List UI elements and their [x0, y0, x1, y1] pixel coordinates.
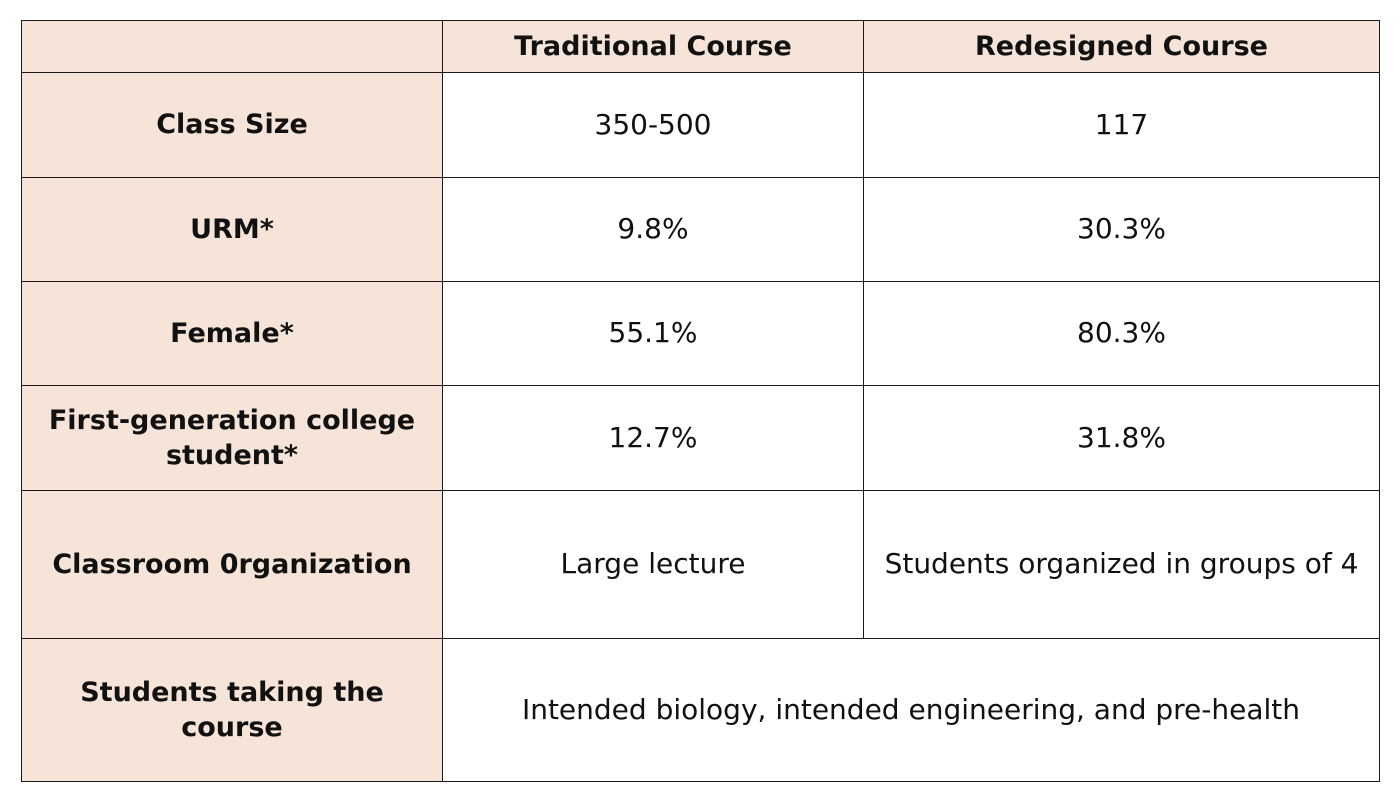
course-comparison-table: Traditional Course Redesigned Course Cla…	[21, 20, 1380, 782]
merged-value: Intended biology, intended engineering, …	[442, 638, 1380, 782]
traditional-value: 350-500	[442, 72, 864, 178]
row-label: Classroom 0rganization	[21, 490, 443, 639]
redesigned-value: 117	[863, 72, 1380, 178]
corner-cell	[21, 20, 443, 73]
table-row: Students taking the course Intended biol…	[21, 638, 1380, 782]
table-row: First-generation college student* 12.7% …	[21, 385, 1380, 491]
redesigned-value: 80.3%	[863, 281, 1380, 386]
row-label: Students taking the course	[21, 638, 443, 782]
traditional-value: 9.8%	[442, 177, 864, 282]
table-row: Female* 55.1% 80.3%	[21, 281, 1380, 386]
header-redesigned-course: Redesigned Course	[863, 20, 1380, 73]
redesigned-value: 30.3%	[863, 177, 1380, 282]
traditional-value: 55.1%	[442, 281, 864, 386]
redesigned-value: Students organized in groups of 4	[863, 490, 1380, 639]
table-row: Classroom 0rganization Large lecture Stu…	[21, 490, 1380, 639]
table-row: Class Size 350-500 117	[21, 72, 1380, 178]
header-row: Traditional Course Redesigned Course	[21, 20, 1380, 73]
row-label: Class Size	[21, 72, 443, 178]
traditional-value: 12.7%	[442, 385, 864, 491]
row-label: URM*	[21, 177, 443, 282]
traditional-value: Large lecture	[442, 490, 864, 639]
header-traditional-course: Traditional Course	[442, 20, 864, 73]
table-row: URM* 9.8% 30.3%	[21, 177, 1380, 282]
row-label: Female*	[21, 281, 443, 386]
row-label: First-generation college student*	[21, 385, 443, 491]
redesigned-value: 31.8%	[863, 385, 1380, 491]
